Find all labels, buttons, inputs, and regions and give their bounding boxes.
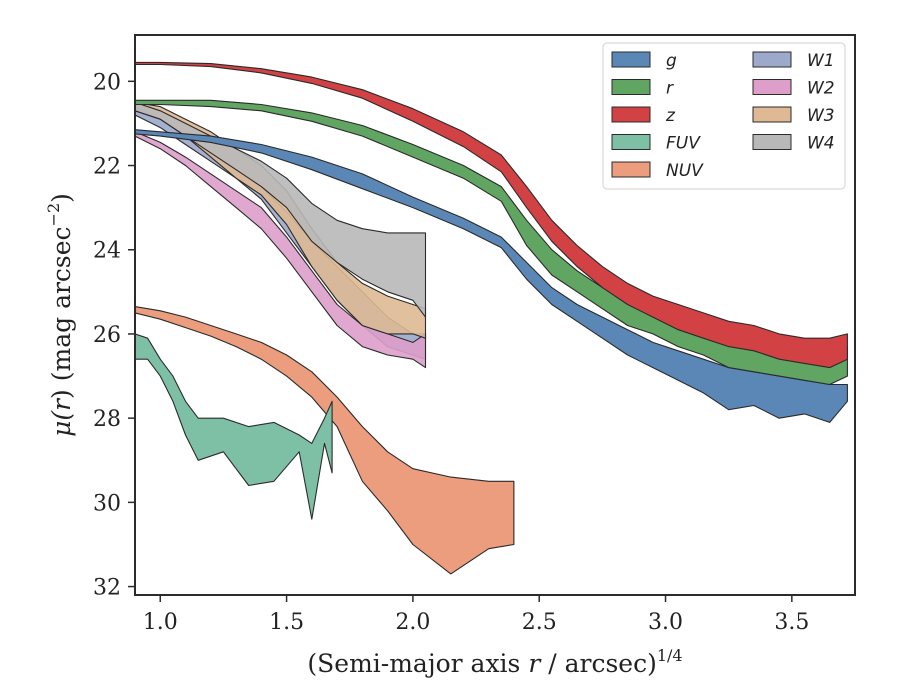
legend-swatch-z: [611, 106, 651, 123]
x-tick-label: 1.0: [143, 610, 178, 635]
legend-swatch-w2: [752, 79, 792, 95]
x-tick-label: 3.5: [774, 610, 809, 635]
x-axis-label: (Semi-major axis r / arcsec)1/4: [307, 646, 682, 678]
legend-swatch-r: [611, 79, 651, 95]
legend-label-w4: W4: [807, 134, 835, 154]
legend-swatch-w3: [752, 106, 792, 123]
y-tick-label: 32: [93, 576, 121, 601]
y-tick-label: 20: [93, 70, 121, 95]
legend-swatch-w4: [752, 134, 792, 150]
band-w4: [135, 101, 427, 318]
x-tick-label: 1.5: [269, 610, 304, 635]
x-axis: 1.0 1.5 2.0 2.5 3.0 3.5: [143, 595, 809, 635]
legend-swatch-nuv: [611, 161, 651, 178]
band-z: [135, 61, 848, 369]
y-tick-label: 30: [93, 491, 121, 516]
legend-swatch-g: [611, 51, 651, 68]
legend-label-w1: W1: [807, 51, 835, 71]
band-fuv: [135, 333, 333, 520]
x-tick-label: 2.0: [395, 610, 430, 635]
band-g: [135, 129, 848, 423]
y-tick-label: 24: [93, 239, 121, 264]
legend-label-z: z: [665, 106, 676, 126]
legend-label-fuv: FUV: [666, 134, 701, 154]
plot-frame: [134, 34, 856, 596]
x-tick-label: 3.0: [648, 610, 683, 635]
legend-label-w2: W2: [807, 79, 835, 99]
legend-swatch-w1: [752, 51, 792, 68]
legend-label-nuv: NUV: [666, 161, 704, 181]
y-axis-label: μ(r) (mag arcsec−2): [44, 193, 76, 437]
x-tick-label: 2.5: [522, 610, 557, 635]
y-tick-label: 22: [93, 155, 121, 180]
legend-label-g: g: [666, 51, 677, 71]
legend: grz FUV NUV W1 W2 W3 W4: [602, 42, 846, 190]
legend-label-w3: W3: [807, 106, 835, 126]
legend-label-r: r: [666, 79, 674, 99]
y-axis: 20 22 24 26 28 30 32: [93, 70, 135, 601]
y-tick-label: 26: [93, 323, 121, 348]
band-layer: [135, 61, 848, 575]
legend-swatch-fuv: [611, 134, 651, 150]
y-tick-label: 28: [93, 407, 121, 432]
band-nuv: [135, 306, 515, 575]
band-w2: [135, 131, 427, 369]
